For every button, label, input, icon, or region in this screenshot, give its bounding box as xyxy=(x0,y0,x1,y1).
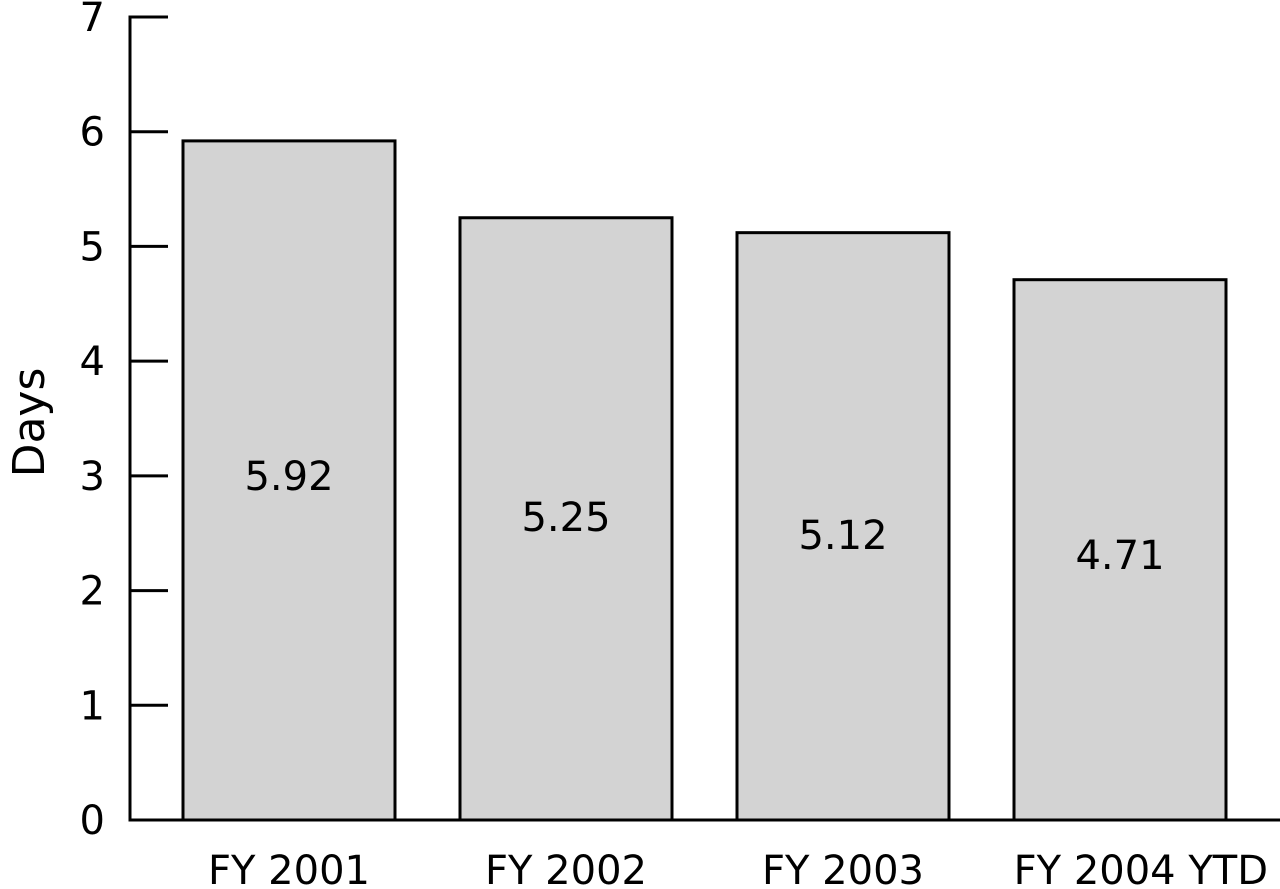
y-tick-label: 5 xyxy=(80,224,105,270)
x-category-label: FY 2004 YTD xyxy=(1014,848,1268,889)
y-tick-label: 2 xyxy=(80,569,105,615)
value-labels: 5.92 5.25 5.12 4.71 xyxy=(244,454,1164,579)
y-tick-label: 6 xyxy=(80,110,105,156)
bar xyxy=(181,139,397,822)
bar-value-label: 5.92 xyxy=(244,454,333,500)
y-tick-label: 3 xyxy=(80,454,105,500)
bars xyxy=(181,139,1228,822)
bar-value-label: 5.12 xyxy=(798,513,887,559)
y-ticks: 0 1 2 3 4 5 6 7 xyxy=(80,0,168,844)
y-tick-label: 0 xyxy=(80,798,105,844)
x-category-label: FY 2002 xyxy=(485,848,647,889)
bar xyxy=(735,231,951,822)
y-tick-label: 1 xyxy=(80,683,105,729)
category-labels: FY 2001 FY 2002 FY 2003 FY 2004 YTD xyxy=(208,848,1268,889)
x-category-label: FY 2003 xyxy=(762,848,924,889)
bar xyxy=(458,216,674,822)
bar xyxy=(1012,278,1228,822)
y-tick-label: 4 xyxy=(80,339,105,385)
bar-value-label: 4.71 xyxy=(1075,533,1164,579)
bar-value-label: 5.25 xyxy=(521,495,610,541)
x-category-label: FY 2001 xyxy=(208,848,370,889)
y-axis-title: Days xyxy=(4,368,55,478)
y-tick-label: 7 xyxy=(80,0,105,41)
